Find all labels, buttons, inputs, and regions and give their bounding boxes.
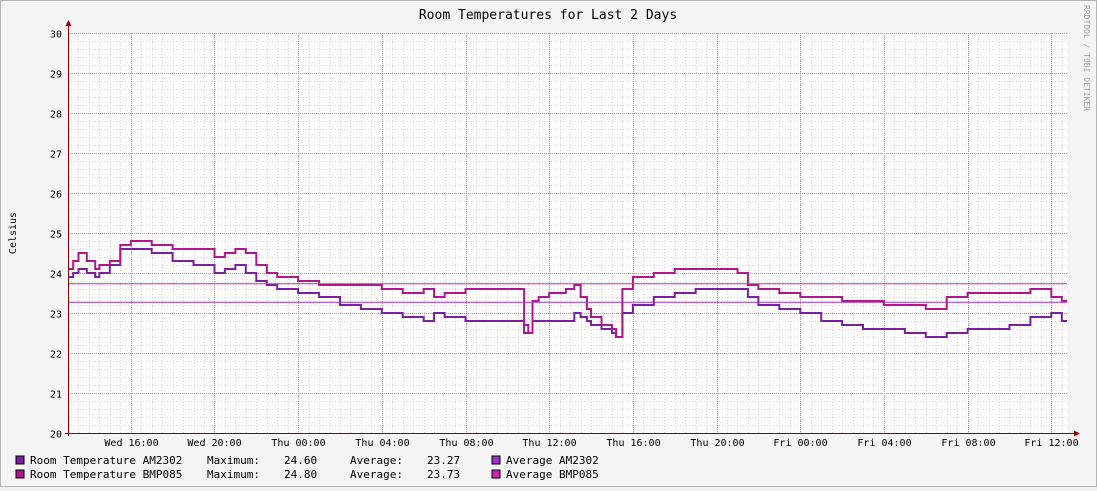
x-axis-arrow — [1074, 430, 1080, 437]
legend: Room Temperature AM2302 Maximum: 24.60 Aver… — [15, 454, 599, 481]
x-tick-label: Thu 04:00 — [355, 438, 409, 449]
y-tick-label: 29 — [50, 70, 62, 81]
y-tick-label: 25 — [50, 230, 62, 241]
chart-title: Room Temperatures for Last 2 Days — [419, 8, 677, 23]
y-tick-label: 28 — [50, 110, 62, 121]
x-tick-label: Wed 16:00 — [104, 438, 158, 449]
x-tick-label: Thu 12:00 — [522, 438, 576, 449]
legend-series-name: Room Temperature AM2302 — [30, 454, 182, 467]
series-line-1 — [68, 240, 1067, 338]
x-tick-label: Thu 00:00 — [271, 438, 325, 449]
y-tick-label: 27 — [50, 150, 62, 161]
y-axis-arrow — [65, 20, 72, 26]
legend-swatch-2 — [491, 455, 501, 465]
series-layer — [68, 240, 1067, 338]
y-tick-label: 26 — [50, 190, 62, 201]
legend-swatch-3 — [491, 469, 501, 479]
x-tick-label: Thu 16:00 — [606, 438, 660, 449]
y-tick-label: 21 — [50, 390, 62, 401]
x-tick-label: Thu 08:00 — [439, 438, 493, 449]
legend-maximum-label: Maximum: — [207, 468, 260, 481]
x-tick-label: Fri 00:00 — [773, 438, 827, 449]
x-tick-label: Fri 08:00 — [941, 438, 995, 449]
legend-maximum-value: 24.60 — [284, 454, 317, 467]
legend-swatch-1 — [15, 469, 25, 479]
legend-series-name: Average AM2302 — [506, 454, 599, 467]
legend-series-name: Room Temperature BMP085 — [30, 468, 182, 481]
y-tick-label: 20 — [50, 430, 62, 441]
y-tick-label: 22 — [50, 350, 62, 361]
x-tick-label: Thu 20:00 — [690, 438, 744, 449]
y-tick-label: 24 — [50, 270, 62, 281]
watermark: RRDTOOL / TOBI OETIKER — [1082, 5, 1091, 111]
x-tick-label: Fri 04:00 — [857, 438, 911, 449]
x-tick-label: Wed 20:00 — [187, 438, 241, 449]
grid — [68, 33, 1067, 434]
legend-maximum-label: Maximum: — [207, 454, 260, 467]
legend-series-name: Average BMP085 — [506, 468, 599, 481]
legend-average-label: Average: — [350, 454, 403, 467]
x-tick-label: Fri 12:00 — [1024, 438, 1078, 449]
legend-average-label: Average: — [350, 468, 403, 481]
legend-average-value: 23.27 — [427, 454, 460, 467]
y-tick-label: 30 — [50, 30, 62, 41]
y-ticks: 20 21 22 23 24 25 26 27 28 29 30 — [50, 30, 62, 441]
axes — [65, 20, 1080, 437]
x-ticks: Wed 16:00 Wed 20:00 Thu 00:00 Thu 04:00 Thu … — [104, 438, 1078, 449]
legend-swatch-0 — [15, 455, 25, 465]
legend-maximum-value: 24.80 — [284, 468, 317, 481]
y-axis-label: Celsius — [8, 212, 19, 254]
y-tick-label: 23 — [50, 310, 62, 321]
legend-average-value: 23.73 — [427, 468, 460, 481]
